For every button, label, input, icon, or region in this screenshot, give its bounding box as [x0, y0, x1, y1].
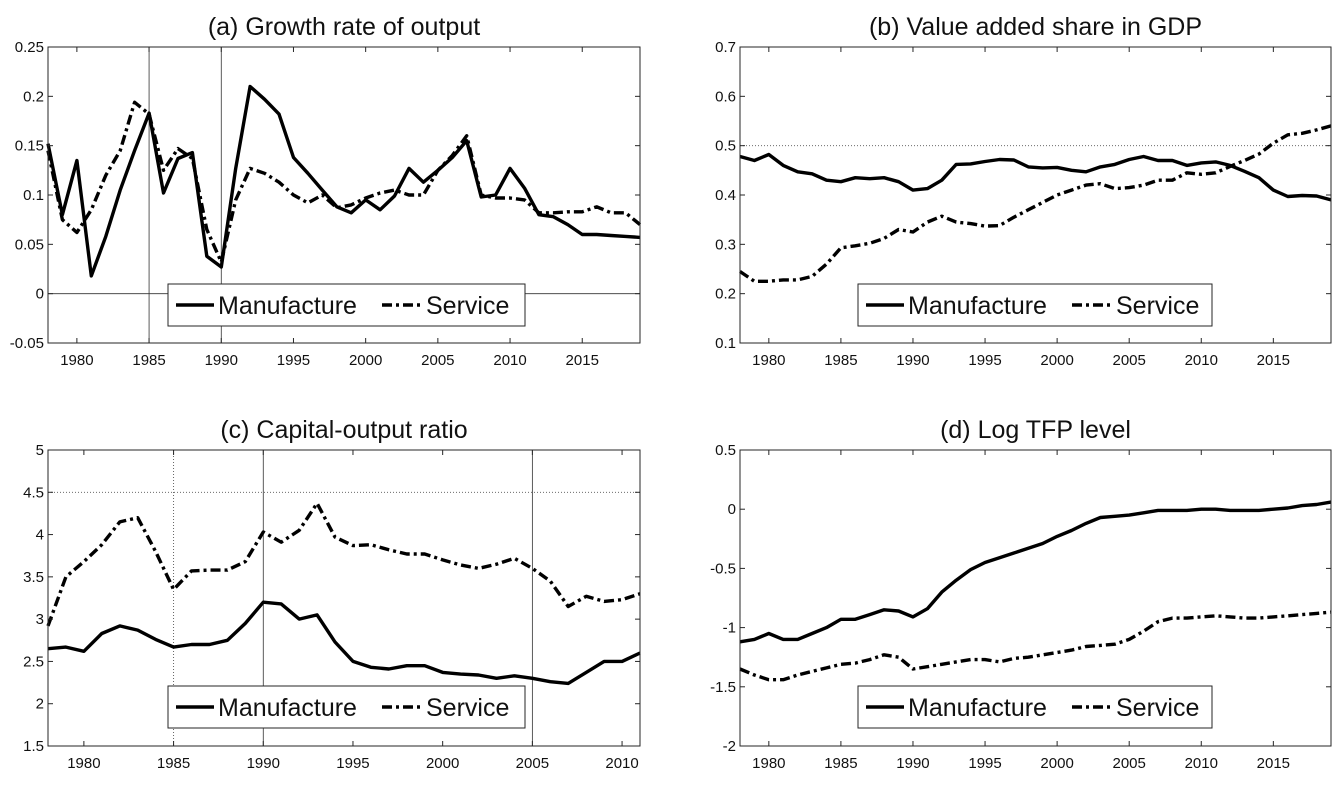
y-tick-label: 0.6 — [715, 88, 736, 105]
chart-panel-c: (c) Capital-output ratio 1.5 2 2.5 3 3.5 4 4.5 5… — [23, 416, 641, 772]
x-tick-label: 1980 — [752, 352, 785, 369]
x-tick-label: 1980 — [67, 755, 100, 772]
x-tick-label: 1985 — [824, 755, 857, 772]
y-tick-label: 3.5 — [23, 569, 44, 586]
chart-title: (c) Capital-output ratio — [220, 416, 467, 444]
x-tick-label: 1990 — [896, 352, 929, 369]
y-tick-label: 0.5 — [715, 138, 736, 155]
y-tick-label: -2 — [723, 738, 736, 755]
y-tick-label: 4.5 — [23, 484, 44, 501]
legend-label-service: Service — [1116, 292, 1199, 320]
x-tick-label: 2005 — [516, 755, 549, 772]
legend-label-manufacture: Manufacture — [218, 694, 357, 722]
series-line-manufacture — [47, 600, 641, 686]
y-tick-label: 0.15 — [15, 138, 44, 155]
chart-panel-b: (b) Value added share in GDP 0.1 0.2 0.3 0.4… — [715, 13, 1332, 369]
x-tick-label: 2005 — [1113, 352, 1146, 369]
chart-panel-d: (d) Log TFP level -2 -1.5 -1 -0.5 0 0.5 1980 198… — [710, 416, 1332, 772]
x-tick-label: 2000 — [349, 352, 382, 369]
x-tick-label: 2010 — [1185, 755, 1218, 772]
x-tick-label: 1985 — [157, 755, 190, 772]
x-tick-label: 1985 — [824, 352, 857, 369]
y-tick-label: 0.05 — [15, 236, 44, 253]
series-line-manufacture — [46, 84, 641, 278]
chart-panel-a: (a) Growth rate of output -0.05 0 0.05 0.1 0.… — [10, 13, 642, 369]
y-tick-label: 2.5 — [23, 653, 44, 670]
x-tick-label: 1995 — [968, 755, 1001, 772]
chart-title: (a) Growth rate of output — [208, 13, 480, 41]
legend-label-manufacture: Manufacture — [908, 694, 1047, 722]
x-tick-label: 1990 — [247, 755, 280, 772]
axes-frame — [47, 449, 641, 747]
series-line-service — [739, 124, 1332, 283]
legend-box — [857, 685, 1213, 729]
x-tick-label: 1995 — [277, 352, 310, 369]
y-tick-label: 0.2 — [715, 286, 736, 303]
y-tick-label: 0.1 — [715, 335, 736, 352]
y-tick-label: 0 — [36, 286, 44, 303]
legend-box — [167, 685, 526, 729]
chart-title: (b) Value added share in GDP — [869, 13, 1202, 41]
series-line-service — [46, 100, 642, 264]
y-tick-label: -1 — [723, 620, 736, 637]
axes-frame — [739, 449, 1332, 747]
legend-box — [167, 283, 526, 327]
x-tick-label: 1980 — [752, 755, 785, 772]
y-tick-label: 0.1 — [23, 187, 44, 204]
x-tick-label: 2010 — [1185, 352, 1218, 369]
x-tick-label: 1990 — [205, 352, 238, 369]
legend-label-service: Service — [426, 292, 509, 320]
legend-label-manufacture: Manufacture — [908, 292, 1047, 320]
x-tick-label: 1995 — [336, 755, 369, 772]
y-tick-label: -0.5 — [710, 560, 736, 577]
x-tick-label: 2015 — [566, 352, 599, 369]
y-tick-label: -1.5 — [710, 679, 736, 696]
legend: Manufacture Service — [167, 283, 526, 327]
x-tick-label: 2010 — [605, 755, 638, 772]
legend-label-service: Service — [426, 694, 509, 722]
y-tick-label: 0.5 — [715, 442, 736, 459]
legend-label-manufacture: Manufacture — [218, 292, 357, 320]
series-line-manufacture — [739, 500, 1332, 644]
x-tick-label: 2015 — [1257, 755, 1290, 772]
series-line-service — [739, 610, 1332, 682]
x-tick-label: 2005 — [1113, 755, 1146, 772]
legend: Manufacture Service — [857, 283, 1213, 327]
y-tick-label: 0.3 — [715, 236, 736, 253]
x-tick-label: 2010 — [493, 352, 526, 369]
x-tick-label: 1995 — [968, 352, 1001, 369]
y-tick-label: 0 — [728, 501, 736, 518]
y-tick-label: 0.25 — [15, 39, 44, 56]
legend: Manufacture Service — [857, 685, 1213, 729]
series-line-service — [46, 501, 641, 627]
legend-box — [857, 283, 1213, 327]
x-tick-label: 2000 — [1040, 352, 1073, 369]
x-tick-label: 1990 — [896, 755, 929, 772]
y-tick-label: 0.4 — [715, 187, 736, 204]
legend: Manufacture Service — [167, 685, 526, 729]
x-tick-label: 2005 — [421, 352, 454, 369]
chart-title: (d) Log TFP level — [940, 416, 1131, 444]
y-tick-label: 5 — [36, 442, 44, 459]
x-tick-label: 2015 — [1257, 352, 1290, 369]
y-tick-label: 1.5 — [23, 738, 44, 755]
y-tick-label: 2 — [36, 696, 44, 713]
y-tick-label: 0.7 — [715, 39, 736, 56]
x-tick-label: 1985 — [132, 352, 165, 369]
legend-label-service: Service — [1116, 694, 1199, 722]
y-tick-label: 3 — [36, 611, 44, 628]
x-tick-label: 2000 — [1040, 755, 1073, 772]
x-tick-label: 1980 — [60, 352, 93, 369]
x-tick-label: 2000 — [426, 755, 459, 772]
y-tick-label: 0.2 — [23, 88, 44, 105]
y-tick-label: -0.05 — [10, 335, 44, 352]
y-tick-label: 4 — [36, 527, 44, 544]
